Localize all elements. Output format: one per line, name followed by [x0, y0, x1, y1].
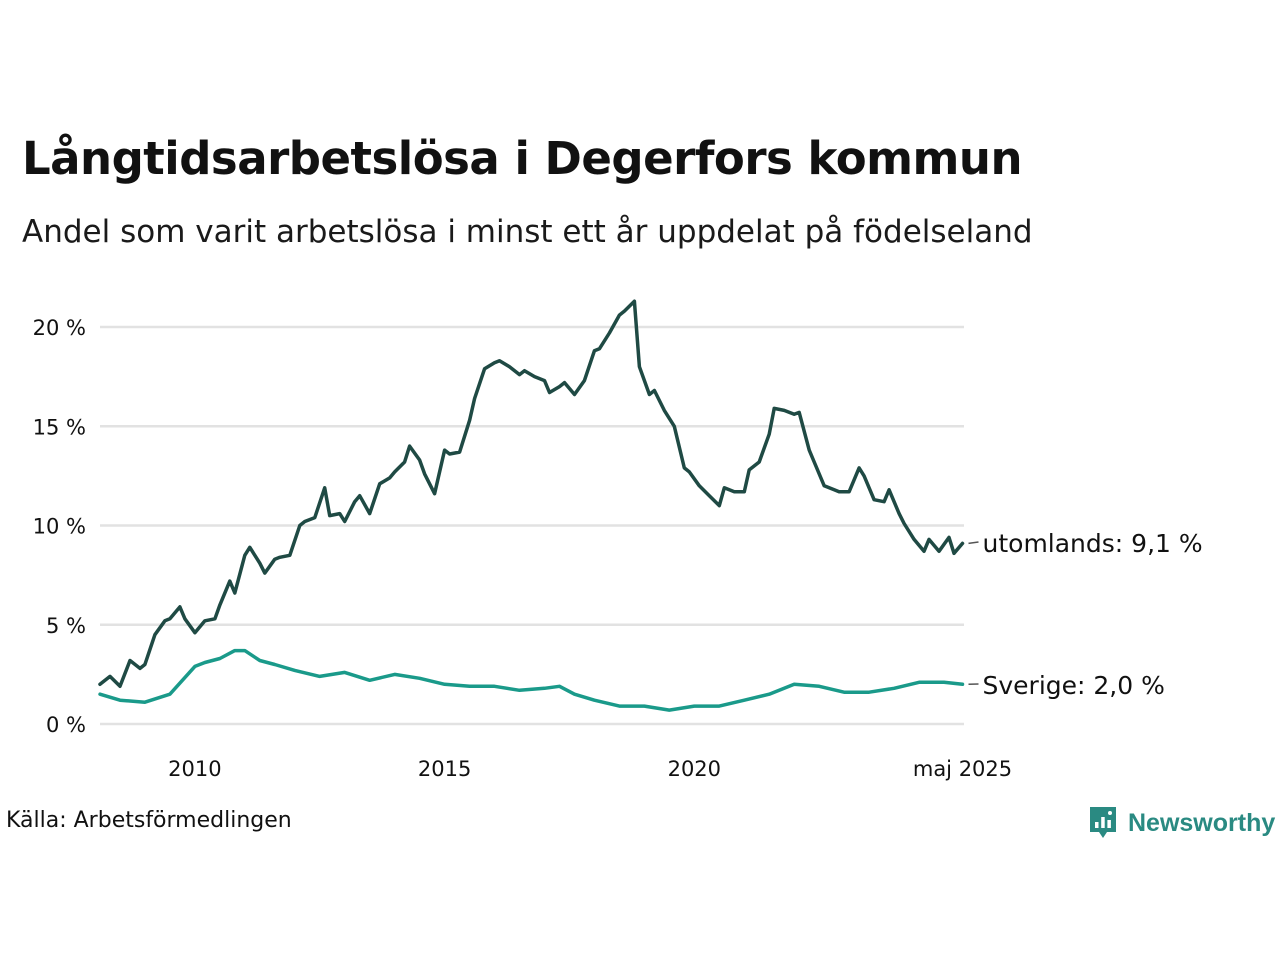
x-tick-label: 2015 — [418, 757, 471, 781]
x-axis-ticks: 2010 2015 2020 maj 2025 — [168, 757, 1012, 781]
end-label-utomlands: utomlands: 9,1 % — [983, 529, 1203, 558]
newsworthy-logo-icon — [1090, 807, 1116, 838]
end-label-leader — [968, 541, 979, 545]
chart-title: Långtidsarbetslösa i Degerfors kommun — [22, 132, 1022, 185]
x-tick-label: maj 2025 — [913, 757, 1012, 781]
series-line-utomlands — [98, 299, 965, 689]
gridlines — [100, 325, 964, 726]
y-tick-label: 5 % — [46, 614, 86, 638]
end-labels: utomlands: 9,1 % Sverige: 2,0 % — [968, 529, 1203, 700]
series-line-sverige — [98, 648, 965, 712]
y-tick-label: 15 % — [33, 415, 86, 439]
x-tick-label: 2010 — [168, 757, 221, 781]
x-tick-label: 2020 — [668, 757, 721, 781]
chart-subtitle: Andel som varit arbetslösa i minst ett å… — [22, 214, 1033, 250]
brand-name: Newsworthy — [1128, 808, 1276, 837]
series-lines — [98, 299, 965, 712]
y-tick-label: 10 % — [33, 515, 86, 539]
source-note: Källa: Arbetsförmedlingen — [6, 808, 292, 833]
y-tick-label: 0 % — [46, 713, 86, 737]
end-label-sverige: Sverige: 2,0 % — [983, 671, 1165, 700]
y-tick-label: 20 % — [33, 316, 86, 340]
brand-logo: Newsworthy — [1088, 803, 1275, 843]
y-axis-ticks: 0 % 5 % 10 % 15 % 20 % — [33, 316, 86, 737]
